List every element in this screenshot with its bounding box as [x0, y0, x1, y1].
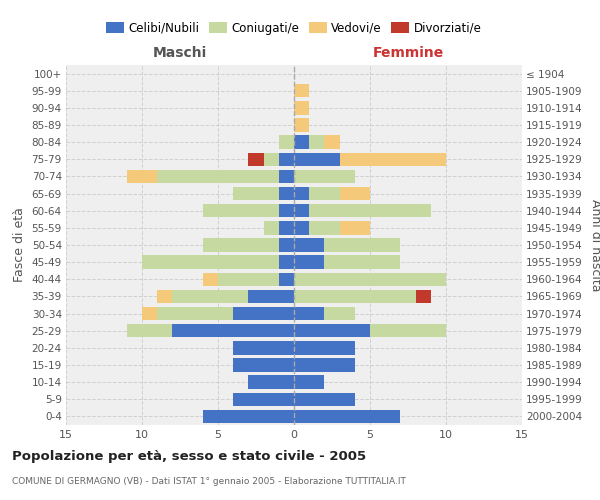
Bar	[172, 290, 248, 303]
Bar	[294, 204, 309, 218]
Bar	[294, 187, 309, 200]
Bar	[263, 221, 279, 234]
Bar	[309, 187, 340, 200]
Text: Popolazione per età, sesso e stato civile - 2005: Popolazione per età, sesso e stato civil…	[12, 450, 366, 463]
Bar	[203, 272, 218, 286]
Y-axis label: Fasce di età: Fasce di età	[13, 208, 26, 282]
Bar	[325, 307, 355, 320]
Bar	[157, 307, 233, 320]
Text: Femmine: Femmine	[373, 46, 443, 60]
Bar	[340, 221, 370, 234]
Bar	[233, 187, 279, 200]
Bar	[157, 290, 172, 303]
Bar	[279, 238, 294, 252]
Bar	[142, 307, 157, 320]
Bar	[233, 392, 294, 406]
Bar	[279, 272, 294, 286]
Bar	[294, 152, 340, 166]
Text: COMUNE DI GERMAGNO (VB) - Dati ISTAT 1° gennaio 2005 - Elaborazione TUTTITALIA.I: COMUNE DI GERMAGNO (VB) - Dati ISTAT 1° …	[12, 478, 406, 486]
Bar	[294, 341, 355, 354]
Bar	[325, 256, 400, 269]
Bar	[127, 170, 157, 183]
Bar	[416, 290, 431, 303]
Bar	[203, 238, 279, 252]
Bar	[294, 272, 446, 286]
Bar	[340, 187, 370, 200]
Bar	[294, 136, 309, 149]
Bar	[294, 307, 325, 320]
Bar	[248, 290, 294, 303]
Bar	[294, 84, 309, 98]
Bar	[279, 187, 294, 200]
Bar	[279, 204, 294, 218]
Bar	[203, 204, 279, 218]
Y-axis label: Anni di nascita: Anni di nascita	[589, 198, 600, 291]
Bar	[294, 221, 309, 234]
Bar	[263, 152, 279, 166]
Bar	[157, 170, 279, 183]
Bar	[279, 152, 294, 166]
Bar	[233, 307, 294, 320]
Text: Maschi: Maschi	[153, 46, 207, 60]
Bar	[172, 324, 294, 338]
Bar	[218, 272, 279, 286]
Bar	[142, 256, 279, 269]
Bar	[294, 290, 416, 303]
Bar	[233, 358, 294, 372]
Bar	[309, 136, 325, 149]
Bar	[294, 118, 309, 132]
Bar	[233, 341, 294, 354]
Bar	[279, 221, 294, 234]
Bar	[294, 410, 400, 423]
Bar	[294, 256, 325, 269]
Bar	[248, 376, 294, 389]
Bar	[127, 324, 172, 338]
Bar	[279, 256, 294, 269]
Bar	[294, 358, 355, 372]
Bar	[325, 136, 340, 149]
Bar	[325, 238, 400, 252]
Bar	[294, 376, 325, 389]
Bar	[279, 136, 294, 149]
Bar	[294, 170, 355, 183]
Bar	[279, 170, 294, 183]
Bar	[248, 152, 263, 166]
Bar	[294, 101, 309, 114]
Legend: Celibi/Nubili, Coniugati/e, Vedovi/e, Divorziati/e: Celibi/Nubili, Coniugati/e, Vedovi/e, Di…	[101, 17, 487, 40]
Bar	[309, 221, 340, 234]
Bar	[340, 152, 446, 166]
Bar	[294, 392, 355, 406]
Bar	[203, 410, 294, 423]
Bar	[309, 204, 431, 218]
Bar	[294, 324, 370, 338]
Bar	[294, 238, 325, 252]
Bar	[370, 324, 446, 338]
